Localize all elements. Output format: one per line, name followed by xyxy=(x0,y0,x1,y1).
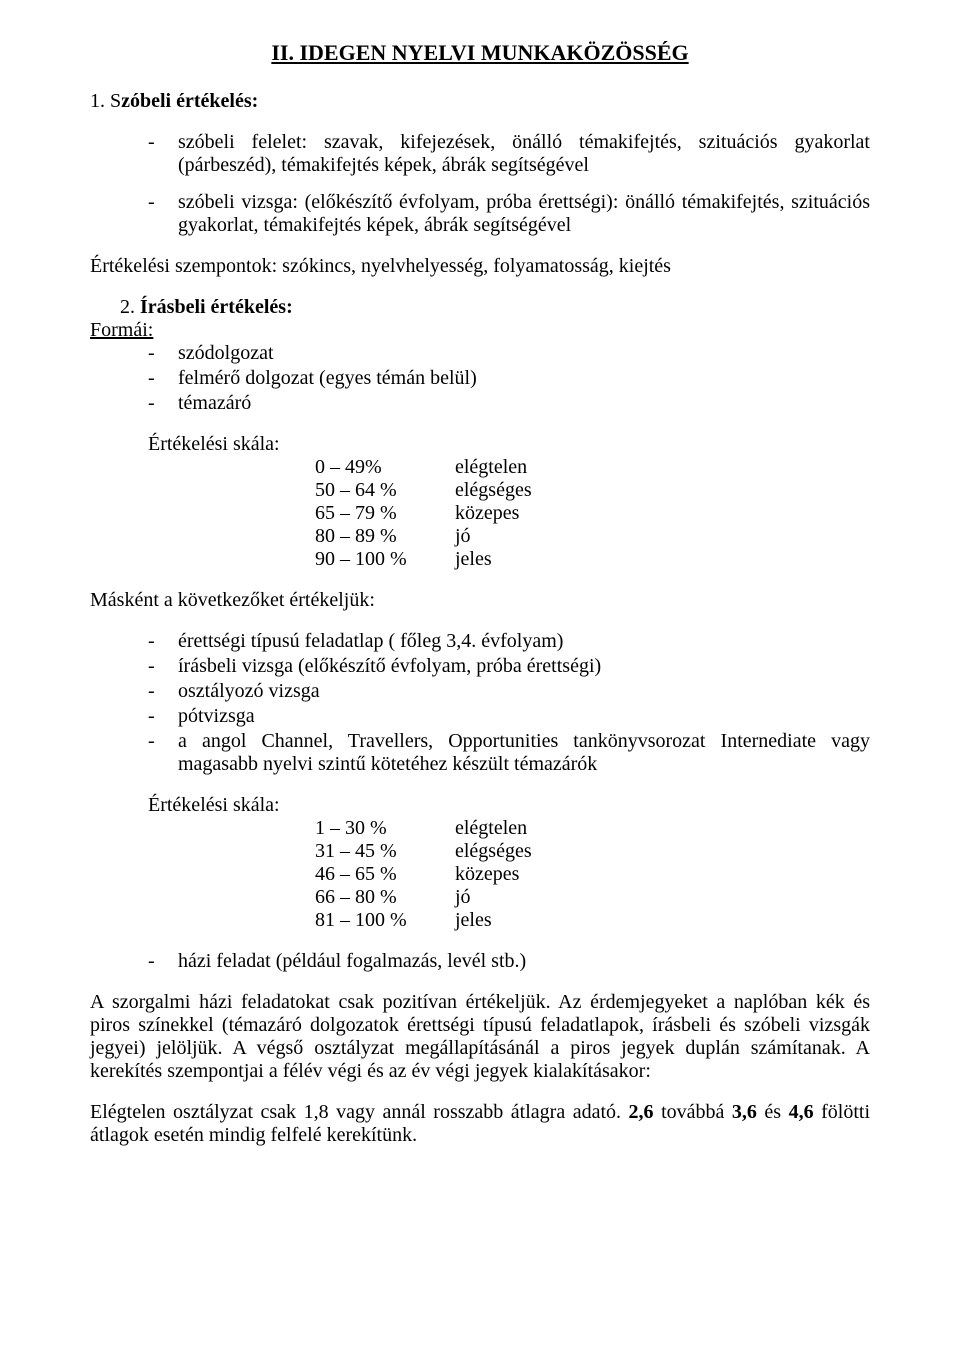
table-row: 50 – 64 % elégséges xyxy=(315,479,870,502)
scale-range: 66 – 80 % xyxy=(315,886,455,909)
section-1-heading: 1. Szóbeli értékelés: xyxy=(90,90,870,113)
table-row: 1 – 30 % elégtelen xyxy=(315,817,870,840)
bullet-dash-icon: - xyxy=(148,392,178,415)
bullet-dash-icon: - xyxy=(148,655,178,678)
bullet-dash-icon: - xyxy=(148,367,178,390)
list-item: - érettségi típusú feladatlap ( főleg 3,… xyxy=(148,630,870,653)
scale-range: 80 – 89 % xyxy=(315,525,455,548)
criteria-text: Értékelési szempontok: szókincs, nyelvhe… xyxy=(90,255,870,278)
bullet-text: a angol Channel, Travellers, Opportuniti… xyxy=(178,730,870,776)
bullet-dash-icon: - xyxy=(148,730,178,776)
list-item: - házi feladat (például fogalmazás, levé… xyxy=(148,950,870,973)
list-item: - a angol Channel, Travellers, Opportuni… xyxy=(148,730,870,776)
list-item: - szódolgozat xyxy=(148,342,870,365)
list-item: - szóbeli vizsga: (előkészítő évfolyam, … xyxy=(148,191,870,237)
scale-grade: elégtelen xyxy=(455,456,870,479)
table-row: 90 – 100 % jeles xyxy=(315,548,870,571)
bullet-text: szóbeli felelet: szavak, kifejezések, ön… xyxy=(178,131,870,177)
scale-range: 90 – 100 % xyxy=(315,548,455,571)
scale-grade: jeles xyxy=(455,909,870,932)
scale-grade: elégséges xyxy=(455,840,870,863)
scale-grade: elégtelen xyxy=(455,817,870,840)
bullet-text: témazáró xyxy=(178,392,870,415)
list-item: - témazáró xyxy=(148,392,870,415)
para2-pre: Elégtelen osztályzat csak 1,8 vagy annál… xyxy=(90,1101,629,1123)
scale-range: 1 – 30 % xyxy=(315,817,455,840)
bullet-dash-icon: - xyxy=(148,342,178,365)
para2-bold-1: 2,6 xyxy=(629,1101,654,1123)
bullet-text: szóbeli vizsga: (előkészítő évfolyam, pr… xyxy=(178,191,870,237)
bullet-dash-icon: - xyxy=(148,950,178,973)
scale-range: 50 – 64 % xyxy=(315,479,455,502)
other-bullets: - érettségi típusú feladatlap ( főleg 3,… xyxy=(148,630,870,776)
page-title: II. IDEGEN NYELVI MUNKAKÖZÖSSÉG xyxy=(90,40,870,66)
list-item: - szóbeli felelet: szavak, kifejezések, … xyxy=(148,131,870,177)
para2-mid-2: és xyxy=(757,1101,789,1123)
list-item: - felmérő dolgozat (egyes témán belül) xyxy=(148,367,870,390)
scale-range: 31 – 45 % xyxy=(315,840,455,863)
bullet-dash-icon: - xyxy=(148,680,178,703)
bullet-text: írásbeli vizsga (előkészítő évfolyam, pr… xyxy=(178,655,870,678)
scale-grade: jeles xyxy=(455,548,870,571)
document-page: II. IDEGEN NYELVI MUNKAKÖZÖSSÉG 1. Szóbe… xyxy=(0,0,960,1359)
section-2-bullets: - szódolgozat - felmérő dolgozat (egyes … xyxy=(148,342,870,415)
scale-grade: közepes xyxy=(455,502,870,525)
section-2-label: Írásbeli értékelés: xyxy=(140,296,293,318)
scale-range: 46 – 65 % xyxy=(315,863,455,886)
bullet-text: felmérő dolgozat (egyes témán belül) xyxy=(178,367,870,390)
table-row: 31 – 45 % elégséges xyxy=(315,840,870,863)
para2-mid-1: továbbá xyxy=(654,1101,732,1123)
table-row: 46 – 65 % közepes xyxy=(315,863,870,886)
bullet-text: pótvizsga xyxy=(178,705,870,728)
scale-grade: jó xyxy=(455,886,870,909)
section-2-number: 2. xyxy=(120,296,140,318)
section-2-heading: 2. Írásbeli értékelés: xyxy=(120,296,870,319)
para2-bold-2: 3,6 xyxy=(732,1101,757,1123)
scale-grade: elégséges xyxy=(455,479,870,502)
formai-label: Formái: xyxy=(90,319,870,342)
table-row: 0 – 49% elégtelen xyxy=(315,456,870,479)
homework-bullets: - házi feladat (például fogalmazás, levé… xyxy=(148,950,870,973)
bullet-text: házi feladat (például fogalmazás, levél … xyxy=(178,950,870,973)
scale-range: 0 – 49% xyxy=(315,456,455,479)
table-row: 80 – 89 % jó xyxy=(315,525,870,548)
scale-1-table: 0 – 49% elégtelen 50 – 64 % elégséges 65… xyxy=(315,456,870,571)
bullet-dash-icon: - xyxy=(148,630,178,653)
scale-2-label: Értékelési skála: xyxy=(148,794,870,817)
bullet-dash-icon: - xyxy=(148,705,178,728)
bullet-text: érettségi típusú feladatlap ( főleg 3,4.… xyxy=(178,630,870,653)
bullet-text: osztályozó vizsga xyxy=(178,680,870,703)
list-item: - írásbeli vizsga (előkészítő évfolyam, … xyxy=(148,655,870,678)
paragraph-2: Elégtelen osztályzat csak 1,8 vagy annál… xyxy=(90,1101,870,1147)
scale-grade: jó xyxy=(455,525,870,548)
bullet-dash-icon: - xyxy=(148,131,178,177)
scale-range: 81 – 100 % xyxy=(315,909,455,932)
list-item: - pótvizsga xyxy=(148,705,870,728)
list-item: - osztályozó vizsga xyxy=(148,680,870,703)
bullet-text: szódolgozat xyxy=(178,342,870,365)
other-eval-label: Másként a következőket értékeljük: xyxy=(90,589,870,612)
scale-grade: közepes xyxy=(455,863,870,886)
section-1-bullets: - szóbeli felelet: szavak, kifejezések, … xyxy=(148,131,870,237)
paragraph-1: A szorgalmi házi feladatokat csak pozití… xyxy=(90,991,870,1083)
section-1-label: zóbeli értékelés: xyxy=(121,90,258,112)
para2-bold-3: 4,6 xyxy=(789,1101,814,1123)
section-1-number: 1. S xyxy=(90,90,121,112)
scale-range: 65 – 79 % xyxy=(315,502,455,525)
scale-2-table: 1 – 30 % elégtelen 31 – 45 % elégséges 4… xyxy=(315,817,870,932)
table-row: 81 – 100 % jeles xyxy=(315,909,870,932)
bullet-dash-icon: - xyxy=(148,191,178,237)
table-row: 65 – 79 % közepes xyxy=(315,502,870,525)
table-row: 66 – 80 % jó xyxy=(315,886,870,909)
scale-1-label: Értékelési skála: xyxy=(148,433,870,456)
